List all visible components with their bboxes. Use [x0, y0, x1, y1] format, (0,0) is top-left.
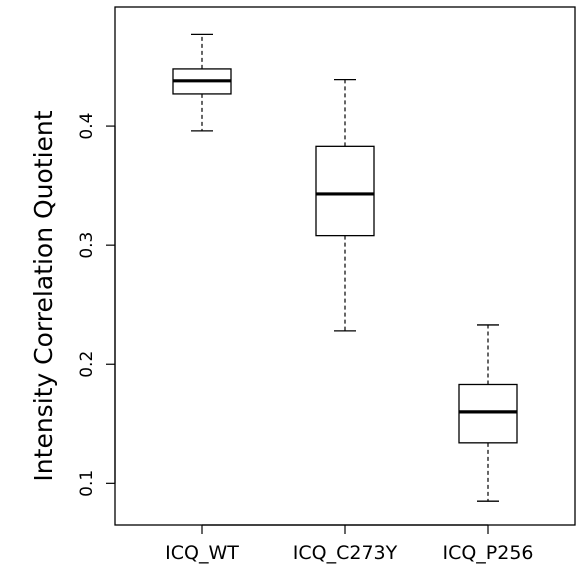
y-tick-label: 0.3 [77, 232, 97, 259]
boxes-group [172, 33, 518, 502]
iqr-box [458, 383, 518, 444]
y-axis-label: Intensity Correlation Quotient [29, 110, 58, 481]
x-category-label: ICQ_C273Y [293, 542, 398, 564]
box-ICQ_P256 [458, 324, 518, 502]
y-tick-label: 0.2 [77, 351, 97, 378]
iqr-box [315, 145, 375, 237]
x-category-label: ICQ_P256 [442, 542, 533, 564]
box-ICQ_WT [172, 33, 232, 132]
y-tick-label: 0.1 [77, 470, 97, 497]
x-category-label: ICQ_WT [165, 542, 239, 564]
box-ICQ_C273Y [315, 78, 375, 332]
x-axis: ICQ_WT ICQ_C273Y ICQ_P256 [165, 524, 534, 564]
y-axis: 0.1 0.2 0.3 0.4 [77, 113, 116, 497]
y-tick-label: 0.4 [77, 113, 97, 140]
